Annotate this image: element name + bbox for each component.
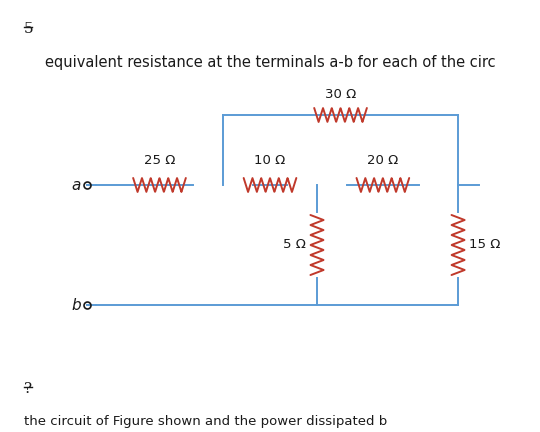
Text: 5 Ω: 5 Ω xyxy=(283,238,306,251)
Text: ?: ? xyxy=(24,382,32,396)
Text: 20 Ω: 20 Ω xyxy=(367,154,399,167)
Text: equivalent resistance at the terminals a-b for each of the circ: equivalent resistance at the terminals a… xyxy=(45,55,495,70)
Text: 30 Ω: 30 Ω xyxy=(325,88,356,101)
Text: a: a xyxy=(72,178,81,193)
Text: 15 Ω: 15 Ω xyxy=(469,238,501,251)
Text: 25 Ω: 25 Ω xyxy=(144,154,175,167)
Text: the circuit of Figure shown and the power dissipated b: the circuit of Figure shown and the powe… xyxy=(24,415,387,428)
Text: 5: 5 xyxy=(24,22,33,36)
Text: 10 Ω: 10 Ω xyxy=(254,154,286,167)
Text: b: b xyxy=(71,298,81,312)
